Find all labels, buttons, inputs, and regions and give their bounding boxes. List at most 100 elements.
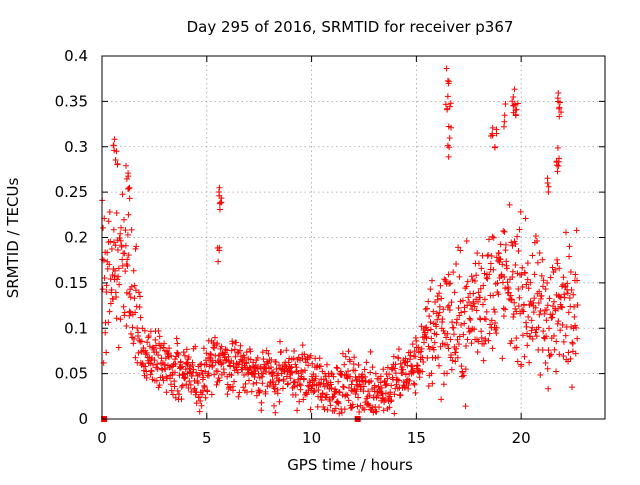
data-point <box>142 351 149 358</box>
data-point <box>478 265 485 272</box>
data-point <box>554 320 561 327</box>
data-point <box>335 400 342 407</box>
data-point <box>141 327 148 334</box>
data-point <box>537 371 544 378</box>
data-point <box>115 265 122 272</box>
data-point <box>565 358 572 365</box>
data-point <box>144 339 151 346</box>
data-point <box>554 260 561 267</box>
data-point <box>134 325 141 332</box>
data-point <box>486 271 493 278</box>
data-point <box>277 338 284 345</box>
data-point <box>160 344 167 351</box>
data-point <box>273 366 280 373</box>
spike-point <box>125 185 132 192</box>
data-point <box>250 359 257 366</box>
data-point <box>539 283 546 290</box>
data-point <box>518 271 525 278</box>
data-point <box>420 359 427 366</box>
data-point <box>243 349 250 356</box>
data-point <box>384 375 391 382</box>
data-point <box>519 264 526 271</box>
data-point <box>452 358 459 365</box>
data-point <box>172 394 179 401</box>
data-point <box>569 339 576 346</box>
data-point <box>531 271 538 278</box>
data-point <box>128 226 135 233</box>
data-point <box>500 313 507 320</box>
data-point <box>509 268 516 275</box>
data-point <box>435 312 442 319</box>
data-point <box>553 338 560 345</box>
data-point <box>233 360 240 367</box>
data-point <box>155 352 162 359</box>
spike-point <box>216 247 223 254</box>
data-point <box>132 354 139 361</box>
data-point <box>285 359 292 366</box>
data-point <box>533 333 540 340</box>
data-point <box>112 267 119 274</box>
data-point <box>367 369 374 376</box>
data-point <box>542 359 549 366</box>
data-point <box>375 383 382 390</box>
data-point <box>231 378 238 385</box>
spike-point <box>444 93 451 100</box>
data-point <box>452 349 459 356</box>
data-point <box>560 338 567 345</box>
data-point <box>357 384 364 391</box>
spike-point <box>509 98 516 105</box>
data-point <box>245 355 252 362</box>
data-point <box>427 326 434 333</box>
data-point <box>361 406 368 413</box>
data-point <box>454 336 461 343</box>
data-point <box>488 252 495 259</box>
data-point <box>241 372 248 379</box>
data-point <box>108 246 115 253</box>
data-points <box>99 65 581 422</box>
data-point <box>147 371 154 378</box>
data-point <box>276 377 283 384</box>
spike-point <box>500 123 507 130</box>
data-point <box>189 359 196 366</box>
x-tick-label: 5 <box>202 429 212 447</box>
data-point <box>106 261 113 268</box>
data-point <box>146 343 153 350</box>
data-point <box>323 394 330 401</box>
data-point <box>499 261 506 268</box>
data-point <box>156 382 163 389</box>
data-point <box>100 224 107 231</box>
data-point <box>516 226 523 233</box>
data-point <box>117 230 124 237</box>
data-point <box>247 348 254 355</box>
data-point <box>425 298 432 305</box>
data-point <box>501 273 508 280</box>
data-point <box>314 403 321 410</box>
data-point <box>464 336 471 343</box>
data-point <box>574 302 581 309</box>
spike-point <box>554 162 561 169</box>
data-point <box>121 309 128 316</box>
data-point <box>116 235 123 242</box>
data-point <box>463 283 470 290</box>
data-point <box>202 368 209 375</box>
data-point <box>159 359 166 366</box>
data-point <box>292 361 299 368</box>
data-point <box>218 343 225 350</box>
data-point <box>507 340 514 347</box>
data-point <box>208 391 215 398</box>
data-point <box>528 327 535 334</box>
data-point <box>391 410 398 417</box>
data-point <box>349 377 356 384</box>
data-point <box>105 218 112 225</box>
data-point <box>170 391 177 398</box>
data-point <box>502 247 509 254</box>
data-point <box>136 293 143 300</box>
data-point <box>285 380 292 387</box>
y-axis-label: SRMTID / TECUs <box>4 178 22 299</box>
data-point <box>548 351 555 358</box>
data-point <box>173 335 180 342</box>
data-point <box>336 410 343 417</box>
data-point <box>138 338 145 345</box>
data-point <box>175 351 182 358</box>
data-point <box>318 393 325 400</box>
